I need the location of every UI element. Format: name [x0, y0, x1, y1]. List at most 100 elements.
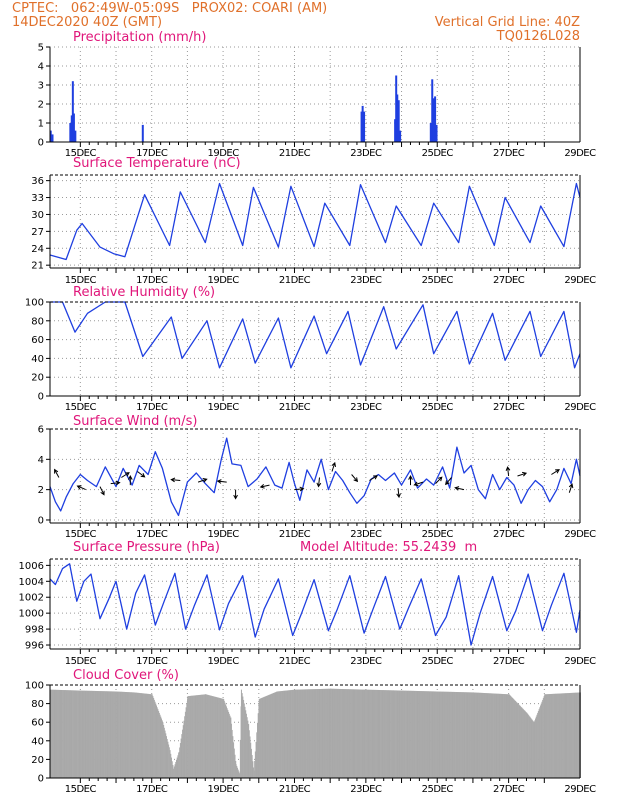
cloud-bar — [366, 689, 368, 778]
cloud-bar — [64, 690, 66, 778]
rh-ytick-label: 0 — [38, 392, 44, 403]
cloud-bar — [225, 704, 227, 778]
cloud-bar — [188, 696, 190, 778]
cloud-bar — [308, 689, 310, 778]
cloud-bar — [184, 716, 186, 778]
cloud-bar — [428, 691, 430, 778]
cloud-bar — [353, 689, 355, 778]
cloud-bar — [526, 712, 528, 778]
cloud-bar — [495, 693, 497, 778]
rh-xtick-label: 17DEC — [136, 402, 168, 413]
cloud-bar — [328, 688, 330, 778]
cloud-bar — [470, 692, 472, 778]
cloud-bar — [325, 688, 327, 778]
cloud-bar — [544, 694, 546, 778]
cloud-bar — [119, 691, 121, 778]
cloud-bar — [58, 689, 60, 778]
cloud-bar — [395, 690, 397, 778]
cloud-bar — [292, 689, 294, 778]
wind-arrow — [233, 489, 238, 500]
cloud-bar — [449, 691, 451, 778]
precip-xtick-label: 17DEC — [136, 148, 168, 159]
cloud-bar — [108, 691, 110, 778]
cloud-bar — [392, 690, 394, 778]
cloud-bar — [237, 767, 239, 778]
cloud-bar — [52, 689, 54, 778]
cloud-bar — [153, 699, 155, 778]
wind-arrow — [294, 486, 305, 492]
wind-arrow — [76, 485, 86, 491]
cloud-bar — [410, 690, 412, 778]
cloud-bar — [472, 692, 474, 778]
rh-xtick-label: 23DEC — [350, 402, 382, 413]
cloud-bar — [412, 690, 414, 778]
cloud-bar — [308, 689, 310, 778]
cloud-title: Cloud Cover (%) — [73, 668, 179, 683]
wind-xtick-label: 15DEC — [65, 529, 97, 540]
cloud-bar — [420, 691, 422, 778]
cloud-bar — [537, 711, 539, 778]
wind-arrow — [110, 480, 121, 486]
cloud-bar — [459, 692, 461, 778]
cloud-bar — [517, 703, 519, 778]
cloud-bar — [415, 690, 417, 778]
cloud-bar — [410, 690, 412, 778]
cloud-bar — [518, 704, 520, 778]
cloud-xtick-label: 25DEC — [422, 784, 454, 795]
cloud-bar — [234, 754, 236, 778]
cloud-bar — [450, 691, 452, 778]
cloud-bar — [85, 690, 87, 778]
cloud-bar — [223, 698, 225, 778]
cloud-xtick-label: 17DEC — [136, 784, 168, 795]
cloud-bar — [338, 688, 340, 778]
cloud-bar — [152, 696, 154, 778]
cloud-bar — [156, 705, 157, 778]
cloud-bar — [403, 690, 405, 778]
pressure-ytick-label: 1004 — [19, 577, 44, 588]
cloud-bar — [288, 690, 290, 778]
cloud-bar — [88, 690, 90, 778]
cloud-bar — [541, 701, 543, 778]
cloud-bar — [348, 689, 350, 778]
temp-xtick-label: 17DEC — [136, 275, 168, 286]
cloud-bar — [290, 690, 292, 778]
cloud-bar — [423, 691, 425, 778]
cloud-bar — [538, 709, 540, 778]
wind-arrow — [127, 475, 133, 486]
cloud-bar — [294, 689, 296, 778]
pressure-ytick-label: 1002 — [19, 593, 44, 604]
cloud-bar — [289, 690, 291, 778]
cloud-ytick-label: 100 — [25, 681, 44, 692]
cloud-bar — [564, 693, 566, 778]
cloud-bar — [300, 689, 302, 778]
cloud-bar — [190, 695, 192, 778]
cloud-bar — [143, 693, 145, 778]
cloud-bar — [102, 691, 104, 778]
cloud-bar — [426, 691, 428, 778]
rh-xtick-label: 19DEC — [207, 402, 239, 413]
cloud-bar — [350, 689, 352, 778]
cloud-bar — [565, 693, 567, 778]
cloud-bar — [194, 695, 196, 778]
cloud-bar — [281, 690, 283, 778]
cloud-bar — [131, 692, 133, 778]
cloud-bar — [143, 693, 145, 778]
cloud-bar — [136, 692, 138, 778]
cloud-bar — [195, 695, 197, 778]
cloud-bar — [442, 691, 444, 778]
cloud-bar — [429, 691, 431, 778]
pressure-title: Surface Pressure (hPa) — [73, 540, 220, 555]
wind-arrow — [54, 468, 60, 478]
temp-ytick-label: 33 — [31, 193, 44, 204]
wind-arrow — [551, 469, 560, 475]
cloud-bar — [86, 690, 88, 778]
cloud-bar — [125, 691, 127, 778]
cloud-bar — [98, 691, 100, 778]
cloud-bar — [311, 689, 313, 778]
wind-xtick-label: 17DEC — [136, 529, 168, 540]
cloud-bar — [104, 691, 106, 778]
cloud-bar — [372, 689, 374, 778]
cloud-bar — [132, 692, 134, 778]
cloud-bar — [365, 689, 367, 778]
cloud-bar — [378, 689, 380, 778]
